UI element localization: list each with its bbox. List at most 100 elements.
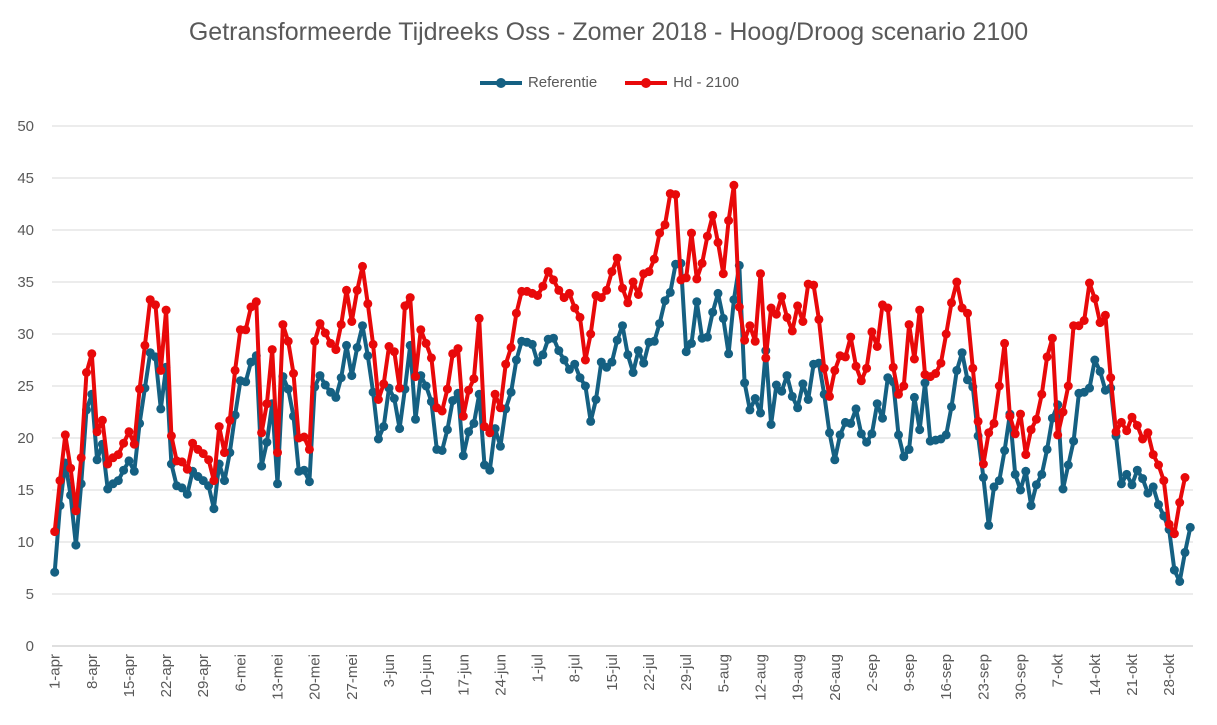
data-point-referentie <box>872 399 882 409</box>
data-point-referentie <box>952 365 962 375</box>
data-point-referentie <box>957 348 967 358</box>
x-tick-label: 22-jul <box>641 654 658 691</box>
data-point-hd-2100 <box>411 372 420 382</box>
data-point-hd-2100 <box>1042 352 1052 362</box>
data-point-hd-2100 <box>55 476 65 486</box>
data-point-referentie <box>257 461 267 471</box>
data-point-hd-2100 <box>214 422 224 432</box>
data-point-referentie <box>320 380 330 390</box>
data-point-referentie <box>724 349 734 359</box>
data-point-referentie <box>538 350 548 360</box>
y-tick-label: 20 <box>17 430 34 447</box>
data-point-hd-2100 <box>692 274 702 284</box>
data-point-hd-2100 <box>543 267 553 277</box>
data-point-hd-2100 <box>368 339 378 349</box>
data-point-hd-2100 <box>331 345 341 355</box>
y-tick-label: 30 <box>17 326 34 343</box>
data-point-hd-2100 <box>989 418 999 428</box>
data-point-referentie <box>1132 465 1142 475</box>
y-tick-label: 40 <box>17 222 34 239</box>
data-point-referentie <box>878 413 887 423</box>
data-point-referentie <box>1085 383 1094 393</box>
data-point-hd-2100 <box>177 457 187 467</box>
data-point-hd-2100 <box>220 448 229 458</box>
data-point-referentie <box>920 378 930 388</box>
data-point-referentie <box>469 418 479 428</box>
data-point-hd-2100 <box>862 363 872 373</box>
data-point-hd-2100 <box>909 354 919 364</box>
data-point-hd-2100 <box>1079 316 1089 325</box>
data-point-referentie <box>618 321 627 331</box>
y-tick-label: 50 <box>17 118 34 135</box>
y-tick-label: 15 <box>17 482 34 499</box>
data-point-hd-2100 <box>1154 460 1163 470</box>
data-point-hd-2100 <box>129 439 139 449</box>
data-point-referentie <box>766 420 776 429</box>
x-tick-label: 20-mei <box>307 654 324 700</box>
data-point-referentie <box>1169 565 1179 575</box>
data-point-hd-2100 <box>798 317 808 326</box>
x-tick-label: 13-mei <box>270 654 287 700</box>
data-point-referentie <box>527 339 537 349</box>
data-point-hd-2100 <box>713 238 723 247</box>
data-point-hd-2100 <box>745 321 755 331</box>
data-point-referentie <box>1047 413 1057 423</box>
data-point-hd-2100 <box>851 361 861 371</box>
data-point-referentie <box>591 395 601 404</box>
data-point-referentie <box>798 379 808 389</box>
data-point-hd-2100 <box>867 327 877 337</box>
data-point-referentie <box>368 387 378 397</box>
data-point-hd-2100 <box>978 459 988 469</box>
data-point-hd-2100 <box>405 293 415 303</box>
data-point-referentie <box>649 336 659 346</box>
data-point-referentie <box>1069 436 1079 446</box>
data-point-hd-2100 <box>506 343 516 352</box>
data-point-referentie <box>655 319 665 329</box>
data-point-hd-2100 <box>119 438 129 448</box>
x-tick-label: 10-jun <box>418 654 435 696</box>
data-point-hd-2100 <box>771 309 781 319</box>
data-point-hd-2100 <box>973 416 983 426</box>
data-point-referentie <box>740 378 750 388</box>
data-point-referentie <box>1031 480 1041 490</box>
data-point-referentie <box>718 313 728 323</box>
data-point-hd-2100 <box>135 384 145 394</box>
legend-entry-hd-2100: Hd - 2100 <box>623 74 739 91</box>
data-point-hd-2100 <box>724 216 734 226</box>
data-point-referentie <box>856 429 866 439</box>
data-point-referentie <box>612 335 622 345</box>
data-point-hd-2100 <box>1122 426 1132 436</box>
data-point-referentie <box>379 422 389 432</box>
data-point-referentie <box>1016 485 1025 495</box>
data-point-referentie <box>989 482 999 492</box>
data-point-referentie <box>485 465 495 475</box>
data-point-referentie <box>1154 500 1163 510</box>
x-tick-label: 6-mei <box>232 654 249 692</box>
data-point-hd-2100 <box>1116 417 1126 427</box>
data-point-referentie <box>262 437 272 447</box>
data-point-referentie <box>894 430 903 440</box>
data-point-referentie <box>124 456 134 466</box>
data-point-referentie <box>421 381 431 391</box>
data-point-hd-2100 <box>1000 338 1010 348</box>
data-point-hd-2100 <box>151 300 160 310</box>
data-point-referentie <box>830 455 840 465</box>
data-point-hd-2100 <box>458 411 468 421</box>
data-point-referentie <box>1037 469 1047 479</box>
data-point-referentie <box>580 381 590 391</box>
data-point-hd-2100 <box>825 391 834 401</box>
data-point-referentie <box>304 477 314 487</box>
data-point-hd-2100 <box>1164 519 1174 529</box>
data-point-hd-2100 <box>1063 381 1073 391</box>
data-point-hd-2100 <box>1111 427 1121 437</box>
data-point-referentie <box>113 476 123 486</box>
data-point-referentie <box>660 296 670 306</box>
x-tick-label: 14-okt <box>1087 653 1104 696</box>
data-point-hd-2100 <box>395 383 405 393</box>
data-point-hd-2100 <box>756 269 765 279</box>
data-point-referentie <box>793 403 803 413</box>
data-point-hd-2100 <box>1159 476 1169 486</box>
data-point-hd-2100 <box>888 362 898 372</box>
x-tick-label: 1-jul <box>530 654 547 682</box>
data-point-hd-2100 <box>702 231 712 241</box>
